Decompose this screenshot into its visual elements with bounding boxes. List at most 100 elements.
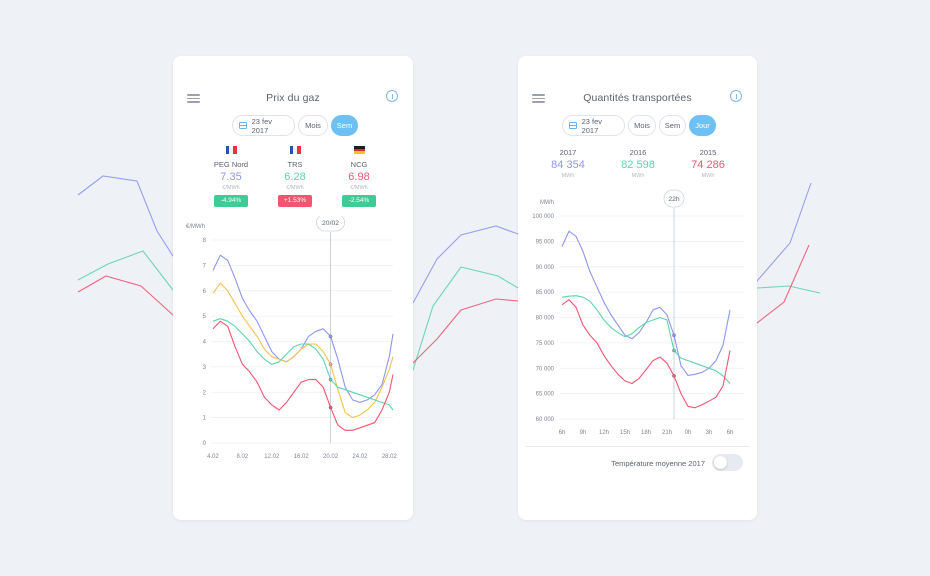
stat-unit: €/MWh [350, 185, 368, 191]
x-tick-label: 18h [641, 430, 651, 436]
y-tick-label: 3 [203, 365, 207, 371]
stat-value: 6.28 [284, 171, 306, 183]
france-flag-icon [289, 146, 301, 154]
series-point [328, 405, 333, 410]
y-tick-label: 0 [203, 441, 207, 447]
x-tick-label: 8.02 [237, 454, 249, 460]
date-picker-button[interactable]: 23 fev 2017 [232, 115, 295, 136]
cursor-label: 20/02 [322, 220, 339, 227]
calendar-icon [569, 122, 577, 129]
series-line [212, 282, 394, 419]
y-tick-label: 70 000 [536, 366, 555, 372]
divider [526, 446, 749, 447]
info-icon[interactable] [386, 90, 398, 102]
temperature-toggle[interactable] [712, 454, 743, 471]
series-point [328, 334, 333, 339]
gas-price-card: Prix du gaz 23 fev 2017 Mois Sem PEG Nor… [173, 56, 413, 520]
date-picker-button[interactable]: 23 fev 2017 [562, 115, 625, 136]
x-tick-label: 12h [599, 430, 609, 436]
card-title: Prix du gaz [266, 92, 320, 104]
change-badge: -4.94% [214, 195, 248, 207]
y-tick-label: 8 [203, 238, 207, 244]
stat-value: 84 354 [551, 159, 585, 171]
y-tick-label: 65 000 [536, 392, 555, 398]
stat-value: 7.35 [220, 171, 242, 183]
y-tick-label: 80 000 [536, 316, 555, 322]
tab-month[interactable]: Mois [298, 115, 328, 136]
stat-value: 82 598 [621, 159, 655, 171]
cursor-label: 22h [668, 196, 680, 203]
series-point [672, 348, 676, 353]
series-line [561, 299, 731, 409]
y-tick-label: 7 [203, 263, 207, 269]
stat-ncg: NCG 6.98 €/MWh -2.54% [324, 146, 394, 207]
tab-day[interactable]: Jour [689, 115, 716, 136]
background-line [77, 175, 812, 304]
background-line [77, 250, 821, 371]
y-tick-label: 6 [203, 289, 207, 295]
stat-name: PEG Nord [213, 160, 249, 169]
stat-year: 2016 [629, 148, 647, 157]
cursor-bubble[interactable] [316, 216, 345, 232]
y-tick-label: 5 [203, 314, 207, 320]
background-line [77, 244, 810, 364]
series-line [212, 254, 394, 403]
x-tick-label: 6h [559, 430, 566, 436]
stat-2017: 2017 84 354 MWh [533, 148, 603, 179]
period-selector: 23 fev 2017 Mois Sem Jour [562, 115, 716, 136]
y-axis-unit: MWh [540, 200, 554, 206]
x-tick-label: 3h [706, 430, 713, 436]
x-tick-label: 24.02 [352, 454, 368, 460]
stat-peg-nord: PEG Nord 7.35 €/MWh -4.94% [196, 146, 266, 207]
stat-unit: MWh [561, 173, 575, 179]
x-tick-label: 0h [685, 430, 692, 436]
stat-unit: €/MWh [222, 185, 240, 191]
y-tick-label: 2 [203, 390, 207, 396]
toggle-label: Température moyenne 2017 [611, 459, 705, 468]
date-label: 23 fev 2017 [581, 116, 603, 135]
tab-week[interactable]: Sem [331, 115, 358, 136]
stat-name: TRS [287, 160, 303, 169]
series-point [672, 333, 676, 338]
stat-2015: 2015 74 286 MWh [673, 148, 743, 179]
series-point [328, 377, 333, 382]
series-line [561, 295, 731, 384]
quantities-chart: 60 000 65 000 70 000 75 000 80 000 85 000 90 0… [532, 189, 744, 436]
series-line [212, 318, 394, 411]
y-tick-label: 100 000 [532, 214, 554, 220]
x-tick-label: 21h [662, 430, 672, 436]
germany-flag-icon [353, 146, 365, 155]
y-tick-label: 1 [203, 416, 207, 422]
y-tick-label: 60 000 [536, 417, 555, 423]
card-title: Quantités transportées [583, 92, 692, 104]
series-point [328, 362, 333, 367]
x-tick-label: 6h [727, 430, 734, 436]
x-tick-label: 12.02 [264, 454, 280, 460]
tab-month[interactable]: Mois [628, 115, 656, 136]
y-tick-label: 90 000 [536, 265, 555, 271]
stat-year: 2015 [699, 148, 717, 157]
tab-week[interactable]: Sem [659, 115, 686, 136]
stat-2016: 2016 82 598 MWh [603, 148, 673, 179]
stat-trs: TRS 6.28 €/MWh +1.53% [260, 146, 330, 207]
cursor-bubble[interactable] [663, 189, 685, 208]
france-flag-icon [225, 146, 237, 154]
menu-icon[interactable] [187, 94, 200, 103]
x-tick-label: 15h [620, 430, 630, 436]
change-badge: +1.53% [278, 195, 312, 207]
y-tick-label: 4 [203, 340, 207, 346]
info-icon[interactable] [730, 90, 742, 102]
x-tick-label: 20.02 [323, 454, 339, 460]
stat-value: 74 286 [691, 159, 725, 171]
y-tick-label: 95 000 [536, 239, 555, 245]
period-selector: 23 fev 2017 Mois Sem [232, 115, 358, 136]
x-tick-label: 28.02 [382, 454, 398, 460]
x-tick-label: 16.02 [294, 454, 310, 460]
change-badge: -2.54% [342, 195, 376, 207]
stat-unit: MWh [631, 173, 645, 179]
menu-icon[interactable] [532, 94, 545, 103]
toggle-knob [714, 456, 727, 469]
y-axis-unit: €/MWh [186, 224, 205, 230]
gas-price-chart: 0 1 2 3 4 5 6 7 8 €/MWh 4.02 8.02 12.02 16.02 20.02 24.… [186, 216, 398, 460]
